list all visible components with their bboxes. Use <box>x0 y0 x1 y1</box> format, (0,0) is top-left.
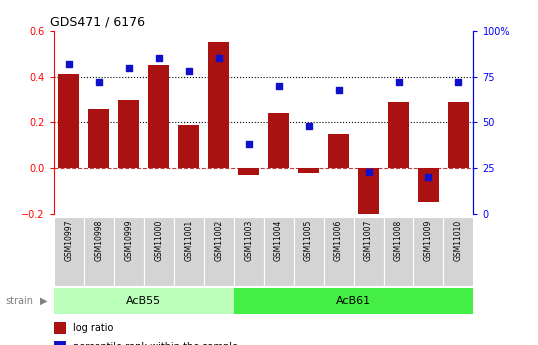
Text: GSM11000: GSM11000 <box>154 219 163 261</box>
Bar <box>84 217 114 286</box>
Text: GSM10999: GSM10999 <box>124 219 133 261</box>
Text: GSM10998: GSM10998 <box>94 219 103 261</box>
Point <box>305 124 313 129</box>
Bar <box>88 109 109 168</box>
Bar <box>178 125 199 168</box>
Bar <box>58 75 79 168</box>
Text: AcB55: AcB55 <box>126 296 161 306</box>
Point <box>424 175 433 180</box>
Bar <box>54 322 66 334</box>
Bar <box>298 168 319 173</box>
Bar <box>328 134 349 168</box>
Text: GSM10997: GSM10997 <box>64 219 73 261</box>
Bar <box>118 100 139 168</box>
Text: GSM11003: GSM11003 <box>244 219 253 261</box>
Bar <box>414 217 443 286</box>
Bar <box>268 113 289 168</box>
Text: GSM11004: GSM11004 <box>274 219 283 261</box>
Text: GDS471 / 6176: GDS471 / 6176 <box>49 16 145 29</box>
Point <box>214 56 223 61</box>
Text: GSM11010: GSM11010 <box>454 219 463 261</box>
Text: GSM11008: GSM11008 <box>394 219 403 261</box>
Bar <box>388 102 409 168</box>
Text: strain: strain <box>5 296 33 306</box>
Text: GSM11001: GSM11001 <box>184 219 193 261</box>
Bar <box>54 341 66 345</box>
Bar <box>384 217 414 286</box>
Bar <box>418 168 439 203</box>
Point <box>244 142 253 147</box>
Text: GSM11002: GSM11002 <box>214 219 223 261</box>
Bar <box>323 217 353 286</box>
Bar <box>233 288 473 314</box>
Point <box>274 83 283 89</box>
Text: ▶: ▶ <box>40 296 48 306</box>
Bar <box>54 288 233 314</box>
Point <box>454 79 463 85</box>
Text: AcB61: AcB61 <box>336 296 371 306</box>
Bar <box>353 217 384 286</box>
Bar <box>448 102 469 168</box>
Text: GSM11005: GSM11005 <box>304 219 313 261</box>
Bar <box>204 217 233 286</box>
Point <box>124 65 133 70</box>
Point <box>65 61 73 67</box>
Point <box>95 79 103 85</box>
Bar <box>443 217 473 286</box>
Bar <box>238 168 259 175</box>
Bar <box>358 168 379 218</box>
Bar <box>208 42 229 168</box>
Bar <box>233 217 264 286</box>
Text: GSM11007: GSM11007 <box>364 219 373 261</box>
Bar <box>264 217 294 286</box>
Bar <box>294 217 323 286</box>
Bar <box>174 217 204 286</box>
Point <box>185 69 193 74</box>
Point <box>154 56 163 61</box>
Bar <box>148 65 169 168</box>
Text: GSM11009: GSM11009 <box>424 219 433 261</box>
Text: GSM11006: GSM11006 <box>334 219 343 261</box>
Text: log ratio: log ratio <box>73 323 113 333</box>
Bar <box>54 217 84 286</box>
Point <box>394 79 403 85</box>
Point <box>334 87 343 92</box>
Point <box>364 169 373 175</box>
Bar <box>114 217 144 286</box>
Bar <box>144 217 174 286</box>
Text: percentile rank within the sample: percentile rank within the sample <box>73 342 238 345</box>
